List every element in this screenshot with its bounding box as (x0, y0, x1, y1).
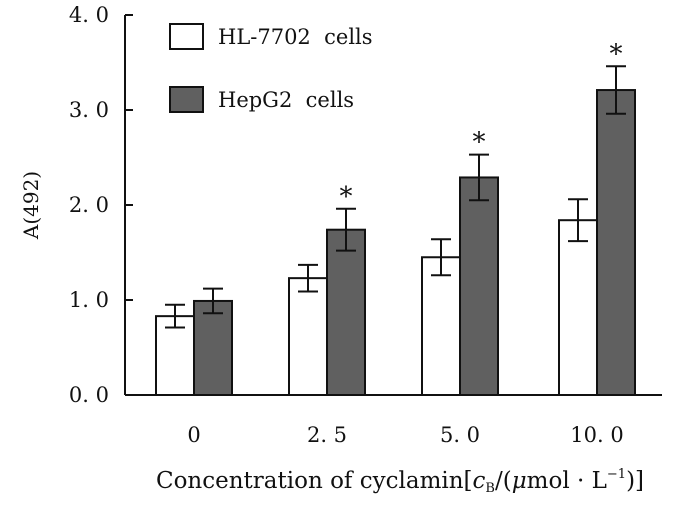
bar-series-1 (421, 256, 461, 396)
bar-series-2 (326, 228, 366, 396)
y-axis-label: A(492) (19, 171, 43, 240)
x-tick-label: 10. 0 (570, 423, 623, 447)
y-tick-label: 4. 0 (69, 3, 109, 27)
legend-label-series-1: HL-7702 cells (218, 25, 373, 49)
bar-series-1 (558, 219, 598, 396)
x-axis-label-suffix: )] (626, 468, 644, 494)
y-tick-label: 3. 0 (69, 98, 109, 122)
x-tick-label: 0 (187, 423, 200, 447)
bar-series-2 (193, 299, 233, 397)
x-axis-label-mid: /( (495, 468, 512, 494)
y-tick-label: 0. 0 (69, 383, 109, 407)
x-axis-label-mu: μ (512, 468, 527, 494)
x-axis-label-prefix: Concentration of cyclamin[ (156, 468, 473, 494)
x-axis-label-sub: B (485, 481, 495, 496)
x-tick-label: 5. 0 (440, 423, 480, 447)
bar-series-2 (459, 176, 499, 396)
legend: HL-7702 cells HepG2 cells (169, 23, 373, 113)
y-ticks: 0. 0 1. 0 2. 0 3. 0 4. 0 (69, 3, 133, 407)
significance-marker: * (340, 182, 353, 212)
bars: * * * (155, 39, 636, 397)
legend-swatch-series-1 (169, 23, 204, 50)
bar-series-1 (288, 277, 328, 396)
x-axis-label-unit: mol · L (527, 468, 607, 494)
x-tick-label: 2. 5 (307, 423, 347, 447)
x-axis-label: Concentration of cyclamin[cB/(μmol · L−1… (156, 467, 644, 496)
legend-swatch-series-2 (169, 86, 204, 113)
x-ticks: 0 2. 5 5. 0 10. 0 (187, 423, 623, 447)
legend-label-series-2: HepG2 cells (218, 88, 354, 112)
y-tick-label: 2. 0 (69, 193, 109, 217)
bar-series-1 (155, 315, 195, 396)
x-axis-label-var: c (473, 468, 486, 494)
significance-marker: * (610, 39, 623, 69)
significance-marker: * (473, 128, 486, 158)
bar-series-2 (596, 89, 636, 397)
y-tick-label: 1. 0 (69, 288, 109, 312)
x-axis-label-sup: −1 (607, 467, 626, 482)
